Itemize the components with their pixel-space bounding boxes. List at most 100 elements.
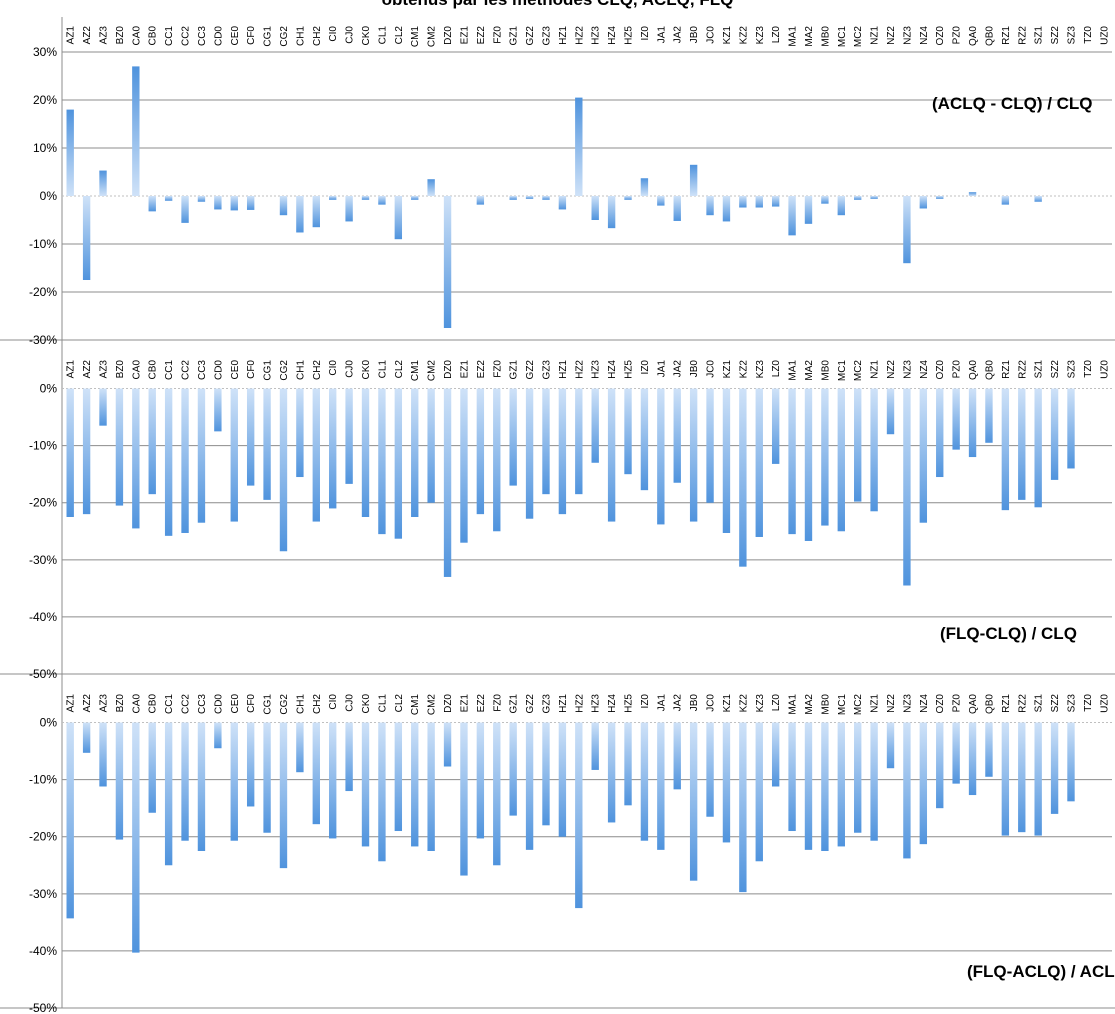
category-label: EZ2: [476, 694, 487, 713]
bar-KZ2: [739, 388, 747, 567]
bar-CC2: [181, 722, 189, 841]
category-label: CL2: [394, 360, 405, 379]
y-tick-label: 30%: [33, 45, 57, 59]
category-label: GZ3: [541, 360, 552, 380]
category-label: NZ4: [919, 26, 930, 45]
category-label: LZ0: [771, 26, 782, 44]
y-tick-label: -10%: [29, 773, 57, 787]
category-label: HZ4: [607, 360, 618, 379]
bar-HZ3: [591, 196, 599, 220]
category-label: NZ2: [886, 360, 897, 379]
category-label: EZ2: [476, 360, 487, 379]
category-label: CB0: [148, 360, 159, 380]
category-label: CH2: [312, 360, 323, 380]
category-label: HZ3: [591, 26, 602, 45]
bar-JC0: [706, 722, 714, 817]
y-tick-label: -30%: [29, 887, 57, 901]
category-label: PZ0: [952, 26, 963, 45]
y-tick-label: 0%: [40, 382, 58, 396]
bar-HZ2: [575, 97, 583, 196]
category-label: MA2: [804, 26, 815, 47]
category-label: JB0: [689, 694, 700, 712]
category-label: RZ1: [1001, 694, 1012, 713]
bar-MA1: [788, 388, 796, 535]
category-label: SZ1: [1034, 26, 1045, 45]
category-label: GZ1: [509, 26, 520, 46]
bar-CF0: [246, 196, 255, 210]
category-label: SZ2: [1050, 694, 1061, 713]
bar-MA2: [804, 196, 813, 224]
bar-RZ1: [1001, 196, 1010, 205]
bar-CC2: [181, 388, 189, 533]
category-label: CC2: [181, 360, 192, 380]
category-label: HZ1: [558, 694, 569, 713]
bar-NZ1: [870, 388, 878, 512]
bar-CM1: [411, 196, 419, 200]
bar-OZ0: [936, 388, 944, 478]
bar-IZ0: [640, 178, 649, 196]
bar-CM2: [427, 179, 435, 196]
bar-SZ1: [1034, 722, 1042, 836]
category-label: CD0: [213, 694, 224, 714]
category-label: QB0: [984, 26, 995, 46]
bar-MB0: [821, 388, 829, 526]
bar-AZ2: [82, 388, 91, 515]
bar-GZ1: [509, 388, 517, 486]
category-label: KZ2: [738, 26, 749, 45]
bar-SZ3: [1067, 722, 1075, 802]
category-label: PZ0: [952, 694, 963, 713]
category-label: NZ4: [919, 360, 930, 379]
bar-RZ2: [1018, 722, 1026, 833]
category-label: CD0: [213, 360, 224, 380]
bar-EZ2: [476, 196, 485, 205]
bar-PZ0: [952, 722, 960, 784]
category-label: MA1: [788, 26, 799, 47]
bar-LZ0: [771, 722, 780, 787]
bar-NZ2: [886, 722, 895, 769]
bar-MB0: [821, 722, 829, 851]
bar-CC1: [164, 722, 173, 866]
category-label: JB0: [689, 360, 700, 378]
bar-MC2: [854, 196, 862, 200]
bar-CJ0: [345, 388, 353, 484]
y-tick-label: -10%: [29, 439, 57, 453]
bar-JA1: [657, 388, 665, 525]
category-label: DZ0: [443, 694, 454, 713]
category-label: CI0: [328, 26, 339, 42]
category-label: UZ0: [1099, 694, 1110, 713]
category-label: FZ0: [492, 26, 503, 44]
bar-SZ1: [1034, 388, 1042, 508]
bar-CM2: [427, 388, 435, 503]
bar-KZ1: [722, 388, 731, 533]
bar-KZ1: [722, 722, 731, 843]
category-label: CB0: [148, 26, 159, 46]
category-label: HZ5: [624, 26, 635, 45]
bar-KZ3: [755, 388, 763, 537]
category-label: MB0: [820, 360, 831, 381]
bar-JA1: [657, 196, 665, 206]
category-label: CE0: [230, 360, 241, 380]
bar-CB0: [148, 388, 156, 495]
bar-NZ2: [886, 388, 895, 435]
bar-CM1: [411, 388, 419, 517]
bar-HZ4: [607, 722, 616, 823]
category-label: CM2: [427, 360, 438, 382]
bar-DZ0: [443, 388, 452, 577]
category-label: LZ0: [771, 694, 782, 712]
category-label: EZ1: [459, 694, 470, 713]
bar-QB0: [985, 722, 993, 777]
category-label: CG1: [263, 360, 274, 381]
category-label: UZ0: [1099, 26, 1110, 45]
category-label: QA0: [968, 360, 979, 380]
category-label: CG2: [279, 360, 290, 381]
bar-JA2: [673, 388, 681, 483]
y-tick-label: 0%: [40, 716, 58, 730]
category-label: IZ0: [640, 26, 651, 41]
bar-QA0: [968, 388, 977, 458]
category-label: KZ3: [755, 360, 766, 379]
category-label: EZ1: [459, 360, 470, 379]
y-tick-label: -40%: [29, 610, 57, 624]
bar-NZ4: [919, 388, 928, 523]
category-label: NZ3: [902, 694, 913, 713]
bar-AZ3: [99, 388, 107, 426]
